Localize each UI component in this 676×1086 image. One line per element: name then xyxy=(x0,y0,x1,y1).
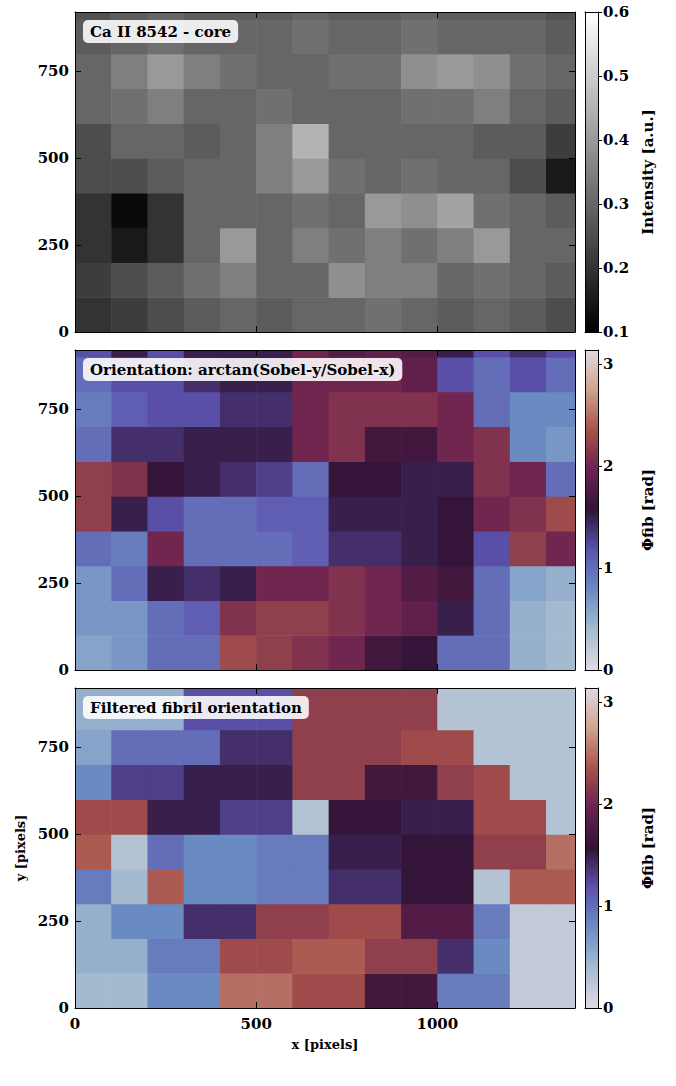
svg-text:750: 750 xyxy=(38,62,69,80)
svg-text:500: 500 xyxy=(38,825,69,843)
svg-text:0: 0 xyxy=(603,661,613,679)
svg-text:0: 0 xyxy=(59,661,69,679)
svg-text:2: 2 xyxy=(603,795,613,813)
svg-text:Filtered fibril orientation: Filtered fibril orientation xyxy=(90,699,302,717)
svg-text:Intensity [a.u.]: Intensity [a.u.] xyxy=(639,109,657,235)
svg-text:0.4: 0.4 xyxy=(603,131,629,149)
svg-text:2: 2 xyxy=(603,457,613,475)
svg-text:750: 750 xyxy=(38,738,69,756)
svg-text:500: 500 xyxy=(38,149,69,167)
svg-text:1000: 1000 xyxy=(416,1015,458,1033)
svg-text:0.2: 0.2 xyxy=(603,259,629,277)
svg-text:3: 3 xyxy=(603,355,613,373)
svg-text:500: 500 xyxy=(38,487,69,505)
svg-text:Ca II 8542 - core: Ca II 8542 - core xyxy=(90,23,231,41)
svg-text:0.6: 0.6 xyxy=(603,3,629,21)
svg-text:250: 250 xyxy=(38,912,69,930)
svg-text:0.5: 0.5 xyxy=(603,67,629,85)
svg-text:x [pixels]: x [pixels] xyxy=(292,1037,359,1052)
svg-text:250: 250 xyxy=(38,236,69,254)
svg-text:0.3: 0.3 xyxy=(603,195,629,213)
svg-text:0: 0 xyxy=(70,1015,80,1033)
svg-text:0.1: 0.1 xyxy=(603,323,629,341)
svg-text:0: 0 xyxy=(59,999,69,1017)
svg-text:1: 1 xyxy=(603,559,613,577)
svg-text:0: 0 xyxy=(59,323,69,341)
svg-text:500: 500 xyxy=(241,1015,272,1033)
svg-text:0: 0 xyxy=(603,999,613,1017)
svg-text:3: 3 xyxy=(603,693,613,711)
svg-text:y [pixels]: y [pixels] xyxy=(13,815,28,883)
svg-text:Φfib [rad]: Φfib [rad] xyxy=(639,469,657,551)
svg-text:1: 1 xyxy=(603,897,613,915)
svg-text:250: 250 xyxy=(38,574,69,592)
svg-text:Orientation: arctan(Sobel-y/So: Orientation: arctan(Sobel-y/Sobel-x) xyxy=(90,361,395,379)
svg-text:750: 750 xyxy=(38,400,69,418)
svg-text:Φfib [rad]: Φfib [rad] xyxy=(639,807,657,889)
